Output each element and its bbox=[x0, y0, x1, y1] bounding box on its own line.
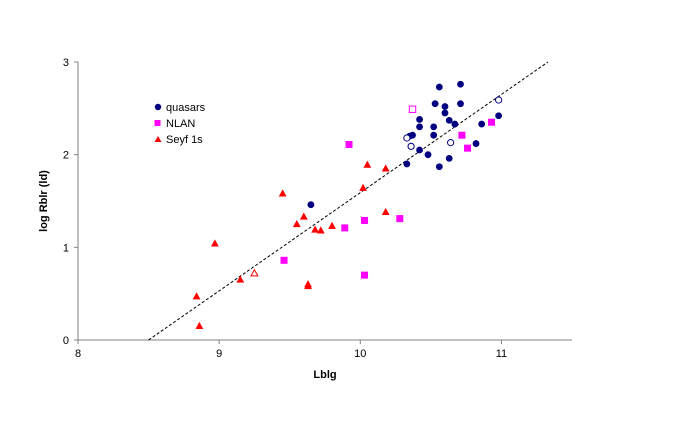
legend-marker-seyf bbox=[154, 136, 162, 142]
data-point-nlan bbox=[458, 131, 466, 139]
x-tick-label: 10 bbox=[354, 348, 366, 360]
data-point-quasars bbox=[445, 116, 453, 124]
data-point-quasars bbox=[451, 120, 459, 128]
x-axis-title: Lblg bbox=[313, 369, 336, 381]
data-point-nlan bbox=[464, 144, 472, 152]
data-point-seyf-1s bbox=[381, 164, 390, 172]
y-tick-label: 2 bbox=[63, 150, 69, 162]
data-point-quasars bbox=[435, 83, 443, 91]
legend-marker-nlan bbox=[154, 120, 161, 126]
data-point-seyf-1s bbox=[363, 160, 372, 168]
data-point-quasars-open bbox=[495, 96, 503, 104]
data-point-quasars bbox=[403, 160, 411, 168]
x-tick-label: 9 bbox=[216, 348, 222, 360]
data-point-nlan-open bbox=[408, 105, 417, 113]
data-point-seyf-1s bbox=[192, 292, 201, 300]
data-point-quasars bbox=[307, 201, 315, 209]
legend-marker-quasars bbox=[154, 103, 162, 111]
data-point-quasars bbox=[416, 116, 423, 123]
data-point-quasars-open bbox=[447, 139, 455, 147]
x-tick-label: 8 bbox=[75, 348, 81, 360]
legend-label-quasars: quasars bbox=[166, 102, 206, 114]
data-point-seyf-1s bbox=[299, 212, 308, 220]
data-point-quasars-open bbox=[403, 134, 411, 142]
data-point-seyf-1s bbox=[236, 275, 245, 283]
y-tick-label: 0 bbox=[63, 335, 69, 347]
data-point-quasars bbox=[409, 131, 416, 139]
data-point-seyf-1s bbox=[328, 221, 336, 229]
data-point-nlan bbox=[280, 256, 288, 264]
legend: quasars NLAN Seyf 1s bbox=[154, 102, 206, 146]
axes: 8 9 10 11 0 1 2 3 bbox=[63, 57, 572, 360]
data-point-nlan bbox=[488, 118, 496, 126]
data-point-quasars bbox=[472, 140, 480, 147]
x-tick-label: 11 bbox=[496, 348, 507, 360]
plot-area bbox=[78, 62, 572, 340]
data-point-quasars bbox=[435, 163, 443, 171]
data-point-quasars-open bbox=[407, 142, 415, 150]
data-point-seyf-1s bbox=[381, 207, 390, 216]
data-point-quasars bbox=[495, 112, 503, 120]
y-axis-title: log Rblr (ld) bbox=[38, 170, 50, 232]
fit-line-group bbox=[148, 61, 549, 341]
data-point-quasars bbox=[445, 154, 453, 162]
data-points bbox=[192, 80, 503, 330]
data-point-nlan bbox=[361, 271, 369, 279]
data-point-nlan bbox=[341, 224, 349, 232]
data-point-seyf-1s bbox=[195, 321, 204, 330]
data-point-quasars bbox=[424, 151, 432, 159]
data-point-seyf-1s bbox=[304, 282, 312, 290]
data-point-quasars bbox=[441, 103, 449, 110]
legend-label-nlan: NLAN bbox=[166, 118, 195, 130]
y-tick-label: 3 bbox=[63, 57, 69, 69]
data-point-quasars bbox=[431, 100, 439, 108]
data-point-quasars bbox=[478, 120, 486, 128]
data-point-seyf-1s bbox=[292, 219, 301, 228]
data-point-quasars bbox=[441, 109, 449, 117]
data-point-nlan bbox=[361, 216, 369, 224]
data-point-quasars bbox=[457, 80, 464, 88]
data-point-seyf-1s bbox=[278, 189, 287, 197]
data-point-quasars bbox=[430, 123, 438, 131]
data-point-seyf-1s bbox=[359, 183, 368, 191]
data-point-seyf-1s-open bbox=[250, 268, 259, 277]
data-point-quasars bbox=[430, 131, 438, 139]
data-point-quasars bbox=[457, 100, 464, 108]
data-point-seyf-1s bbox=[211, 239, 219, 247]
data-point-quasars bbox=[416, 123, 423, 131]
data-point-nlan bbox=[396, 215, 404, 223]
fit-line bbox=[148, 61, 549, 341]
data-point-seyf-1s bbox=[316, 226, 325, 234]
data-point-seyf-1s bbox=[311, 225, 320, 233]
y-tick-label: 1 bbox=[63, 242, 69, 254]
legend-label-seyf: Seyf 1s bbox=[166, 134, 203, 146]
data-point-quasars bbox=[416, 146, 423, 154]
data-point-nlan bbox=[345, 140, 353, 148]
